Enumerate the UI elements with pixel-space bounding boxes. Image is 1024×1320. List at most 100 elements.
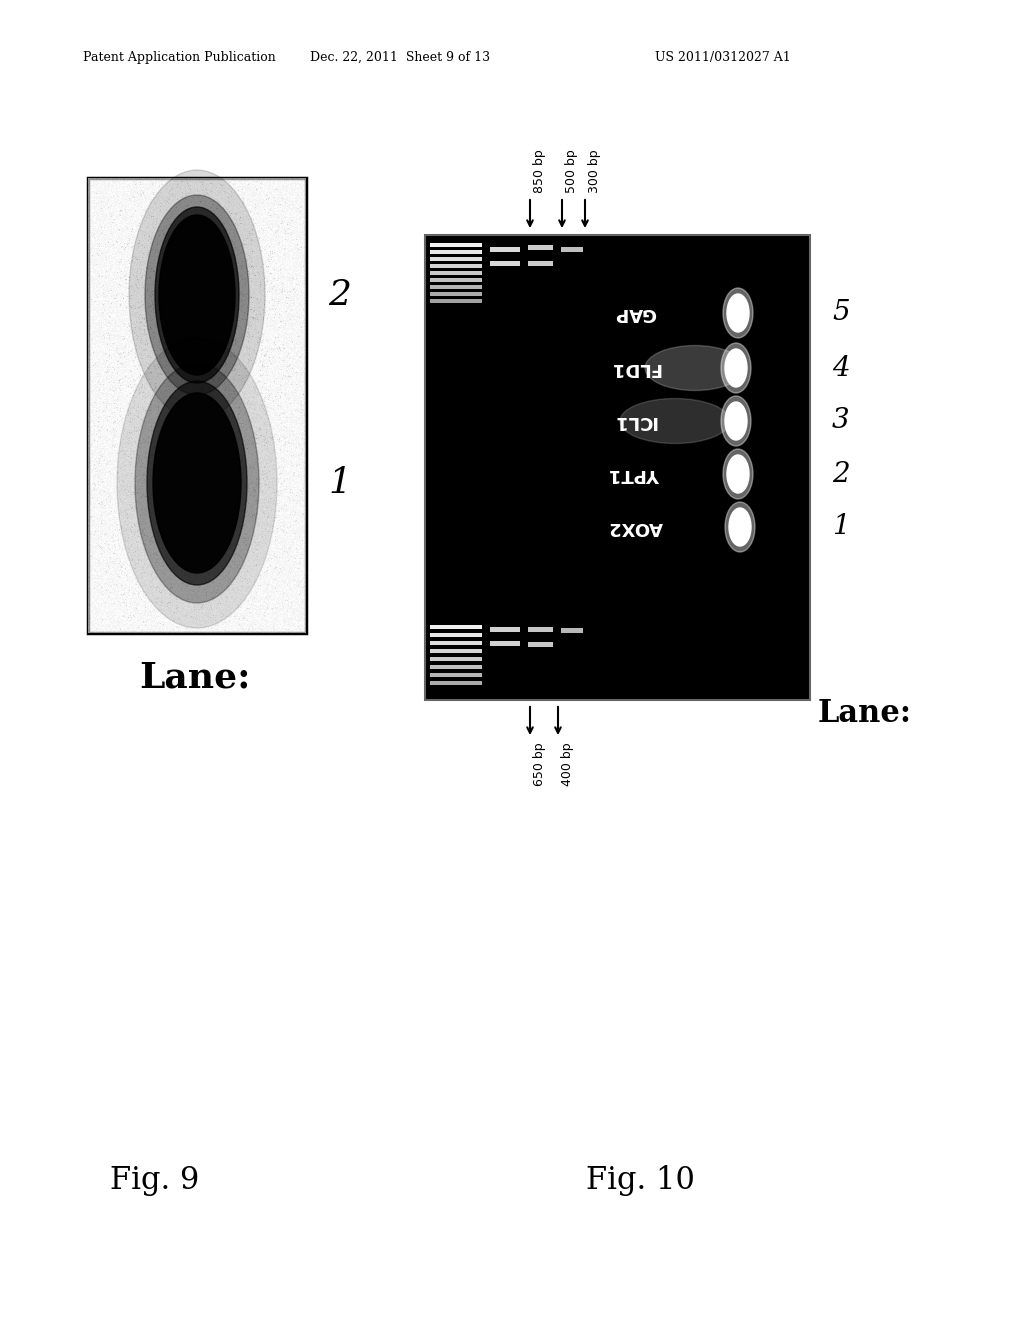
Point — [142, 363, 159, 384]
Point — [171, 492, 187, 513]
Point — [195, 290, 211, 312]
Point — [189, 440, 206, 461]
Point — [105, 389, 122, 411]
Point — [173, 329, 189, 350]
Point — [84, 444, 100, 465]
Point — [122, 374, 138, 395]
Point — [175, 305, 191, 326]
Point — [156, 421, 172, 442]
Point — [283, 451, 299, 473]
Point — [89, 568, 105, 589]
Point — [256, 403, 272, 424]
Point — [121, 285, 137, 306]
Point — [231, 352, 248, 374]
Point — [195, 372, 211, 393]
Point — [294, 298, 310, 319]
Point — [214, 289, 230, 310]
Point — [226, 294, 243, 315]
Point — [112, 352, 128, 374]
Point — [155, 391, 171, 412]
Point — [239, 393, 255, 414]
Point — [173, 528, 189, 549]
Point — [175, 391, 191, 412]
Point — [220, 426, 237, 447]
Point — [249, 286, 265, 308]
Point — [196, 304, 212, 325]
Point — [90, 235, 106, 256]
Point — [91, 450, 108, 471]
Point — [131, 381, 147, 403]
Point — [159, 265, 175, 286]
Point — [200, 561, 216, 582]
Point — [276, 432, 293, 453]
Point — [249, 545, 265, 566]
Point — [130, 576, 146, 597]
Point — [140, 345, 157, 366]
Point — [216, 288, 232, 309]
Point — [226, 606, 243, 627]
Point — [113, 375, 129, 396]
Point — [237, 268, 253, 289]
Point — [220, 333, 237, 354]
Point — [186, 525, 203, 546]
Point — [267, 577, 284, 598]
Point — [142, 393, 159, 414]
Point — [104, 573, 121, 594]
Point — [238, 475, 254, 496]
Point — [177, 199, 194, 220]
Point — [182, 478, 199, 499]
Point — [188, 319, 205, 341]
Point — [205, 483, 221, 504]
Point — [132, 414, 148, 436]
Point — [177, 276, 194, 297]
Point — [200, 256, 216, 277]
Point — [220, 345, 237, 366]
Point — [142, 347, 159, 368]
Point — [207, 541, 223, 562]
Point — [240, 477, 256, 498]
Point — [222, 305, 239, 326]
Point — [121, 579, 137, 601]
Point — [265, 186, 282, 207]
Point — [257, 267, 273, 288]
Point — [258, 185, 274, 206]
Point — [108, 312, 124, 333]
Point — [157, 603, 173, 624]
Point — [171, 403, 187, 424]
Point — [264, 426, 281, 447]
Point — [224, 314, 241, 335]
Point — [165, 429, 181, 450]
Point — [166, 337, 182, 358]
Point — [167, 197, 183, 218]
Point — [211, 389, 227, 411]
Point — [285, 331, 301, 352]
Point — [177, 500, 194, 521]
Point — [221, 314, 238, 335]
Point — [163, 268, 179, 289]
Point — [248, 469, 264, 490]
Point — [206, 521, 222, 543]
Point — [272, 379, 289, 400]
Point — [256, 346, 272, 367]
Point — [184, 457, 201, 478]
Point — [120, 401, 136, 422]
Point — [268, 492, 285, 513]
Point — [243, 314, 259, 335]
Point — [133, 499, 150, 520]
Point — [280, 441, 296, 462]
Point — [244, 506, 260, 527]
Point — [228, 556, 245, 577]
Point — [210, 545, 226, 566]
Point — [215, 603, 231, 624]
Point — [225, 477, 242, 498]
Point — [158, 421, 174, 442]
Point — [134, 243, 151, 264]
Point — [184, 564, 201, 585]
Point — [197, 520, 213, 541]
Point — [153, 487, 169, 508]
Point — [159, 593, 175, 614]
Point — [232, 392, 249, 413]
Point — [266, 569, 283, 590]
Point — [152, 449, 168, 470]
Point — [229, 467, 246, 488]
